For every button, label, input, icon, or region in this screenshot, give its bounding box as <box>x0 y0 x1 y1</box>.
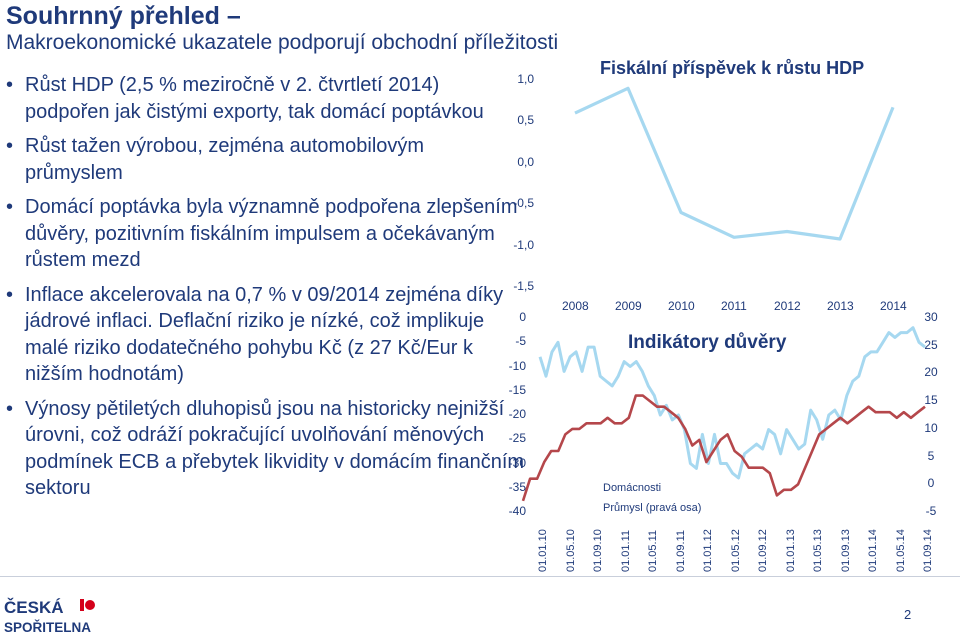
confidence-right-tick: 0 <box>927 476 935 491</box>
confidence-right-tick: 5 <box>927 448 935 463</box>
bullet-item: Inflace akcelerovala na 0,7 % v 09/2014 … <box>6 282 526 388</box>
ceska-sporitelna-logo: ČESKÁ SPOŘITELNA <box>4 598 95 635</box>
fiscal-y-tick: -1,5 <box>513 279 534 293</box>
confidence-left-tick: -25 <box>508 431 526 446</box>
fiscal-y-tick: 1,0 <box>517 72 534 86</box>
industry-series-line <box>521 394 926 502</box>
confidence-right-tick: 30 <box>924 310 938 324</box>
confidence-x-tick: 01.01.12 <box>702 529 714 572</box>
confidence-right-tick: 10 <box>924 420 938 435</box>
households-series-line <box>538 326 926 480</box>
fiscal-chart-series <box>574 86 895 241</box>
bullet-item: Růst tažen výrobou, zejména automobilový… <box>6 133 526 186</box>
confidence-left-tick: -15 <box>508 382 526 397</box>
confidence-x-tick: 01.05.11 <box>647 529 659 572</box>
fiscal-x-tick: 2010 <box>668 299 695 313</box>
confidence-chart-title: Indikátory důvěry <box>628 332 787 353</box>
confidence-x-tick: 01.09.10 <box>592 529 604 572</box>
slide-title: Souhrnný přehled – <box>6 2 241 30</box>
bullet-item: Výnosy pětiletých dluhopisů jsou na hist… <box>6 396 526 502</box>
fiscal-x-tick: 2013 <box>827 299 854 313</box>
fiscal-chart-title: Fiskální příspěvek k růstu HDP <box>600 58 865 78</box>
confidence-left-tick: -20 <box>508 407 526 421</box>
confidence-x-tick: 01.01.11 <box>619 529 632 572</box>
confidence-left-tick: -5 <box>515 334 526 349</box>
confidence-right-tick: 15 <box>924 393 938 408</box>
confidence-left-tick: -40 <box>508 504 526 518</box>
fiscal-x-tick: 2008 <box>562 299 589 313</box>
logo-line-1: ČESKÁ <box>4 598 64 617</box>
confidence-x-tick: 01.09.11 <box>674 529 687 572</box>
logo-mark <box>80 599 84 611</box>
fiscal-x-tick: 2009 <box>615 299 642 313</box>
confidence-chart-series <box>521 326 926 502</box>
fiscal-y-tick: 0,5 <box>517 113 534 128</box>
confidence-right-tick: -5 <box>925 504 937 518</box>
confidence-left-tick: -30 <box>508 455 526 470</box>
legend-industry: Průmysl (pravá osa) <box>603 502 702 514</box>
confidence-x-tick: 01.05.14 <box>894 529 907 572</box>
fiscal-x-tick: 2014 <box>880 299 907 313</box>
fiscal-y-tick: 0,0 <box>517 154 534 169</box>
confidence-x-tick: 01.05.10 <box>564 529 577 572</box>
legend-households: Domácnosti <box>603 482 662 494</box>
confidence-x-tick: 01.01.14 <box>867 529 879 572</box>
footer-divider <box>0 576 960 577</box>
confidence-x-tick: 01.09.13 <box>839 529 852 572</box>
fiscal-x-tick: 2012 <box>774 299 801 313</box>
fiscal-x-tick: 2011 <box>721 299 747 313</box>
confidence-left-tick: -10 <box>508 358 526 373</box>
confidence-x-tick: 01.01.13 <box>784 529 797 572</box>
confidence-right-tick: 25 <box>924 337 938 352</box>
confidence-left-tick: -35 <box>508 479 526 494</box>
logo-mark <box>85 600 95 610</box>
bullet-list: Růst HDP (2,5 % meziročně v 2. čtvrtletí… <box>6 72 526 510</box>
confidence-x-tick: 01.09.12 <box>757 529 769 572</box>
confidence-x-tick: 01.05.13 <box>812 529 824 572</box>
confidence-x-tick: 01.01.10 <box>537 529 549 572</box>
confidence-x-tick: 01.05.12 <box>729 529 742 572</box>
fiscal-y-tick: -0,5 <box>513 196 534 211</box>
slide-subtitle: Makroekonomické ukazatele podporují obch… <box>6 31 559 54</box>
confidence-right-tick: 20 <box>924 365 938 380</box>
confidence-left-tick: 0 <box>519 310 526 324</box>
confidence-x-tick: 01.09.14 <box>922 529 934 572</box>
fiscal-series-line <box>574 86 895 241</box>
logo-line-2: SPOŘITELNA <box>4 620 91 635</box>
bullet-item: Domácí poptávka byla významně podpořena … <box>6 194 526 274</box>
bullet-item: Růst HDP (2,5 % meziročně v 2. čtvrtletí… <box>6 72 526 125</box>
fiscal-y-tick: -1,0 <box>513 237 534 252</box>
page-number: 2 <box>904 607 912 622</box>
